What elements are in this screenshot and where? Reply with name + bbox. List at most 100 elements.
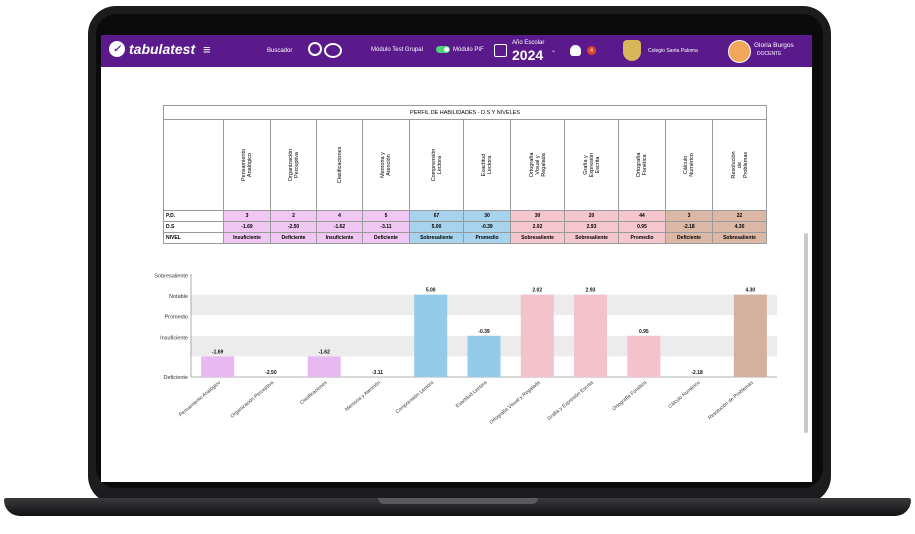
table-row: P.D. 3 2 4 5 67 30 30 20 44 3 22 (163, 210, 767, 222)
table-cell: Sobresaliente (564, 232, 619, 244)
chart-band (191, 274, 777, 295)
column-header: Ortografía Visual y Regalada (510, 119, 565, 211)
x-tick-label: Resolución de Problemas (707, 380, 755, 422)
x-tick-label: Organización Perceptiva (230, 380, 276, 420)
bar-value-label: 0.95 (639, 329, 649, 335)
table-cell: 20 (564, 210, 619, 222)
search-icon[interactable] (308, 42, 322, 56)
user-name[interactable]: Gloria Burgos (754, 42, 794, 49)
notification-badge: 4 (587, 46, 596, 55)
column-header-label: Organización Perceptiva (287, 148, 300, 182)
anio-escolar-select[interactable]: 2024 (512, 47, 544, 63)
column-header: Pensamiento Analógico (223, 119, 271, 211)
top-navbar: ✓ tabulatest ≡ Buscador Módulo Test Grup… (101, 35, 812, 67)
column-header: Resolución de Problemas (712, 119, 767, 211)
column-header-label: Grafía y Expresión Escrita (582, 152, 601, 178)
avatar[interactable] (728, 40, 751, 63)
table-cell: 30 (510, 210, 565, 222)
bar-value-label: -1.62 (318, 349, 330, 355)
chart-band (191, 315, 777, 336)
bar-value-label: -0.39 (478, 329, 490, 335)
table-cell: Insuficiente (316, 232, 363, 244)
table-cell: -0.39 (463, 221, 511, 233)
chart-bar (574, 294, 608, 377)
column-header: Organización Perceptiva (270, 119, 317, 211)
table-cell: 4.30 (712, 221, 767, 233)
modulo-pif-label: Módulo PIF (453, 47, 484, 53)
table-cell: 67 (409, 210, 464, 222)
chart-bar (733, 294, 767, 377)
logo-icon: ✓ (109, 41, 125, 57)
table-row: NIVEL Insuficiente Deficiente Insuficiente D… (163, 232, 767, 244)
table-cell: -2.18 (665, 221, 713, 233)
column-header-label: Memoria y Atención (380, 152, 392, 178)
skills-profile-table: PERFIL DE HABILIDADES - D.S Y NIVELES Pe… (163, 105, 767, 244)
column-header-label: Comprensión Lectora (430, 148, 443, 182)
column-header-label: Clasificaciones (336, 146, 343, 184)
y-tick-label: Insuficiente (160, 335, 188, 341)
bar-value-label: 5.00 (426, 288, 436, 294)
table-cell: 30 (463, 210, 511, 222)
y-tick-label: Sobresaliente (154, 274, 188, 280)
bar-value-label: -3.11 (372, 370, 383, 376)
column-header: Cálculo Numérico (665, 119, 713, 211)
chart-bar (414, 294, 448, 377)
skills-bar-chart: Deficiente Insuficiente Promedio Notable Sob… (154, 274, 777, 426)
x-tick-label: Clasificaciones (299, 380, 329, 406)
x-tick-label: Memoria y Atención (344, 380, 382, 413)
laptop-notch (378, 498, 538, 504)
header-corner (163, 119, 224, 211)
column-header: Comprensión Lectora (409, 119, 464, 211)
table-cell: -3.11 (362, 221, 410, 233)
module-toggle[interactable] (436, 46, 450, 53)
table-cell: 2 (270, 210, 317, 222)
chevron-down-icon[interactable]: ⌄ (551, 48, 557, 54)
bell-icon[interactable] (570, 45, 581, 56)
chart-bar (627, 335, 661, 377)
app-screen: ✓ tabulatest ≡ Buscador Módulo Test Grup… (101, 35, 812, 482)
column-header-label: Ortografía Fonética (636, 152, 648, 178)
table-cell: -1.62 (316, 221, 363, 233)
bar-value-label: -2.18 (691, 370, 703, 376)
table-cell: Deficiente (362, 232, 410, 244)
buscador-label: Buscador (267, 48, 293, 54)
school-crest-icon (623, 40, 641, 61)
x-tick-label: Pensamiento Analógico (178, 380, 222, 418)
x-tick-label: Ortografía Fonética (611, 380, 648, 412)
hamburger-menu-icon[interactable]: ≡ (203, 42, 211, 57)
school-name: Colegio Santa Paloma (648, 48, 698, 54)
app-logo[interactable]: ✓ tabulatest (109, 41, 195, 57)
y-tick-label: Notable (169, 294, 188, 300)
chart-bar (520, 294, 554, 377)
laptop-base (4, 498, 911, 516)
x-tick-label: Grafía y Expresión Escrita (546, 380, 595, 422)
column-header-label: Ortografía Visual y Regalada (528, 152, 547, 178)
column-header: Ortografía Fonética (618, 119, 666, 211)
x-tick-label: Comprensión Lectora (395, 380, 436, 415)
table-cell: 3 (665, 210, 713, 222)
column-header: Memoria y Atención (362, 119, 410, 211)
modulo-test-label: Módulo Test Grupal (371, 47, 423, 53)
x-tick-label: Exactitud Lectora (455, 380, 489, 410)
bar-value-label: -2.50 (265, 370, 277, 376)
table-cell: Promedio (618, 232, 666, 244)
table-title: PERFIL DE HABILIDADES - D.S Y NIVELES (163, 105, 767, 120)
row-label: P.D. (163, 210, 224, 222)
chart-bar (467, 335, 501, 377)
table-cell: 2.02 (510, 221, 565, 233)
column-header: Exactitud Lectora (463, 119, 511, 211)
chart-bar (307, 356, 341, 377)
chart-bar (201, 356, 235, 377)
column-header-label: Pensamiento Analógico (241, 148, 253, 182)
logo-text: tabulatest (129, 41, 196, 57)
table-row: D.S -1.69 -2.50 -1.62 -3.11 5.00 -0.39 2.02 2.93… (163, 221, 767, 233)
calendar-icon (494, 44, 507, 57)
view-icon[interactable] (324, 43, 342, 58)
table-cell: -1.69 (223, 221, 271, 233)
y-tick-label: Promedio (164, 315, 188, 321)
scrollbar[interactable] (804, 233, 808, 433)
table-cell: Insuficiente (223, 232, 271, 244)
table-cell: 44 (618, 210, 666, 222)
chart-band (191, 294, 777, 316)
column-header-label: Cálculo Numérico (683, 153, 695, 177)
